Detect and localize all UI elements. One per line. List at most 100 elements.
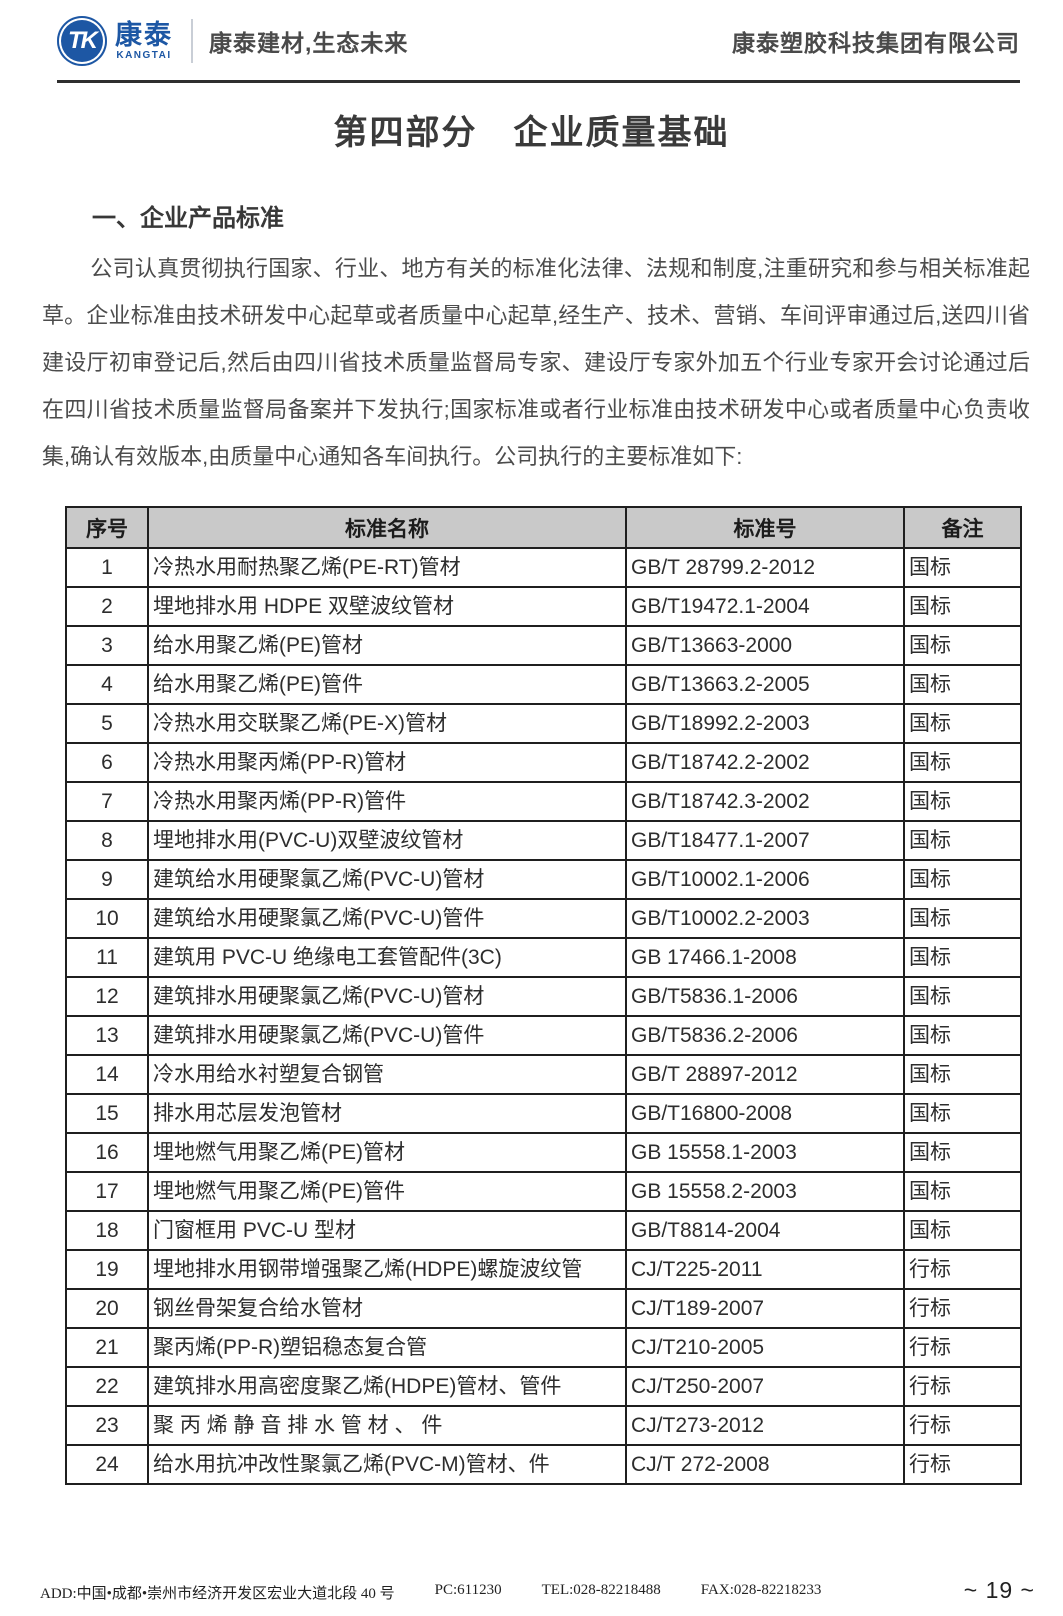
table-row: 11 建筑用 PVC-U 绝缘电工套管配件(3C) GB 17466.1-200… xyxy=(65,937,1022,978)
cell-standard-name: 冷水用给水衬塑复合钢管 xyxy=(147,1054,627,1095)
cell-remark: 行标 xyxy=(903,1444,1022,1485)
cell-standard-name: 埋地排水用钢带增强聚乙烯(HDPE)螺旋波纹管 xyxy=(147,1249,627,1290)
cell-standard-name: 埋地排水用(PVC-U)双壁波纹管材 xyxy=(147,820,627,861)
cell-standard-number: CJ/T273-2012 xyxy=(625,1405,905,1446)
cell-remark: 国标 xyxy=(903,898,1022,939)
cell-standard-name: 埋地燃气用聚乙烯(PE)管材 xyxy=(147,1132,627,1173)
table-row: 16 埋地燃气用聚乙烯(PE)管材 GB 15558.1-2003 国标 xyxy=(65,1132,1022,1173)
cell-standard-number: GB/T18742.3-2002 xyxy=(625,781,905,822)
header-cell-index: 序号 xyxy=(65,506,149,549)
cell-index: 13 xyxy=(65,1015,149,1056)
table-row: 22 建筑排水用高密度聚乙烯(HDPE)管材、管件 CJ/T250-2007 行… xyxy=(65,1366,1022,1407)
cell-standard-number: GB/T 28897-2012 xyxy=(625,1054,905,1095)
cell-remark: 国标 xyxy=(903,703,1022,744)
tk-logo-icon: TK xyxy=(57,16,107,66)
cell-index: 4 xyxy=(65,664,149,705)
standards-table: 序号 标准名称 标准号 备注 1 冷热水用耐热聚乙烯(PE-RT)管材 GB/T… xyxy=(65,506,1022,1485)
cell-index: 1 xyxy=(65,547,149,588)
table-row: 23 聚 丙 烯 静 音 排 水 管 材 、 件 CJ/T273-2012 行标 xyxy=(65,1405,1022,1446)
table-row: 3 给水用聚乙烯(PE)管材 GB/T13663-2000 国标 xyxy=(65,625,1022,666)
cell-standard-number: GB/T13663.2-2005 xyxy=(625,664,905,705)
cell-standard-number: GB 17466.1-2008 xyxy=(625,937,905,978)
table-row: 13 建筑排水用硬聚氯乙烯(PVC-U)管件 GB/T5836.2-2006 国… xyxy=(65,1015,1022,1056)
cell-standard-number: GB/T13663-2000 xyxy=(625,625,905,666)
cell-standard-name: 门窗框用 PVC-U 型材 xyxy=(147,1210,627,1251)
cell-standard-name: 建筑排水用硬聚氯乙烯(PVC-U)管件 xyxy=(147,1015,627,1056)
cell-remark: 行标 xyxy=(903,1249,1022,1290)
footer-postcode: PC:611230 xyxy=(434,1582,502,1598)
table-row: 15 排水用芯层发泡管材 GB/T16800-2008 国标 xyxy=(65,1093,1022,1134)
cell-index: 10 xyxy=(65,898,149,939)
cell-standard-number: GB 15558.1-2003 xyxy=(625,1132,905,1173)
cell-index: 6 xyxy=(65,742,149,783)
cell-standard-number: GB/T 28799.2-2012 xyxy=(625,547,905,588)
table-row: 21 聚丙烯(PP-R)塑铝稳态复合管 CJ/T210-2005 行标 xyxy=(65,1327,1022,1368)
table-row: 10 建筑给水用硬聚氯乙烯(PVC-U)管件 GB/T10002.2-2003 … xyxy=(65,898,1022,939)
cell-index: 12 xyxy=(65,976,149,1017)
cell-index: 5 xyxy=(65,703,149,744)
cell-standard-number: GB/T18742.2-2002 xyxy=(625,742,905,783)
cell-index: 21 xyxy=(65,1327,149,1368)
table-row: 5 冷热水用交联聚乙烯(PE-X)管材 GB/T18992.2-2003 国标 xyxy=(65,703,1022,744)
logo-wordmark: 康泰 KANGTAI xyxy=(115,19,173,61)
table-row: 7 冷热水用聚丙烯(PP-R)管件 GB/T18742.3-2002 国标 xyxy=(65,781,1022,822)
table-row: 24 给水用抗冲改性聚氯乙烯(PVC-M)管材、件 CJ/T 272-2008 … xyxy=(65,1444,1022,1485)
cell-index: 7 xyxy=(65,781,149,822)
table-row: 17 埋地燃气用聚乙烯(PE)管件 GB 15558.2-2003 国标 xyxy=(65,1171,1022,1212)
footer-fax: FAX:028-82218233 xyxy=(700,1582,822,1598)
logo-name-cn: 康泰 xyxy=(115,19,173,50)
cell-standard-number: GB 15558.2-2003 xyxy=(625,1171,905,1212)
cell-standard-name: 冷热水用交联聚乙烯(PE-X)管材 xyxy=(147,703,627,744)
cell-remark: 国标 xyxy=(903,781,1022,822)
document-page: { "header": { "logo_mark": "TK", "logo_c… xyxy=(0,16,1063,1616)
cell-remark: 国标 xyxy=(903,1015,1022,1056)
cell-remark: 国标 xyxy=(903,625,1022,666)
cell-remark: 国标 xyxy=(903,742,1022,783)
cell-standard-number: CJ/T225-2011 xyxy=(625,1249,905,1290)
cell-remark: 国标 xyxy=(903,976,1022,1017)
table-row: 14 冷水用给水衬塑复合钢管 GB/T 28897-2012 国标 xyxy=(65,1054,1022,1095)
cell-index: 14 xyxy=(65,1054,149,1095)
table-row: 8 埋地排水用(PVC-U)双壁波纹管材 GB/T18477.1-2007 国标 xyxy=(65,820,1022,861)
cell-standard-number: CJ/T189-2007 xyxy=(625,1288,905,1329)
cell-standard-number: CJ/T 272-2008 xyxy=(625,1444,905,1485)
table-row: 9 建筑给水用硬聚氯乙烯(PVC-U)管材 GB/T10002.1-2006 国… xyxy=(65,859,1022,900)
cell-index: 23 xyxy=(65,1405,149,1446)
cell-index: 24 xyxy=(65,1444,149,1485)
page-title: 第四部分 企业质量基础 xyxy=(333,114,730,152)
cell-index: 20 xyxy=(65,1288,149,1329)
cell-standard-number: GB/T19472.1-2004 xyxy=(625,586,905,627)
cell-index: 8 xyxy=(65,820,149,861)
cell-remark: 行标 xyxy=(903,1288,1022,1329)
cell-standard-name: 埋地燃气用聚乙烯(PE)管件 xyxy=(147,1171,627,1212)
footer-address: ADD:中国•成都•崇州市经济开发区宏业大道北段 40 号 xyxy=(40,1586,395,1602)
cell-remark: 行标 xyxy=(903,1366,1022,1407)
cell-standard-number: GB/T5836.1-2006 xyxy=(625,976,905,1017)
cell-index: 3 xyxy=(65,625,149,666)
cell-standard-number: GB/T8814-2004 xyxy=(625,1210,905,1251)
page-footer: ADD:中国•成都•崇州市经济开发区宏业大道北段 40 号 PC:611230 … xyxy=(40,1577,1035,1604)
table-row: 19 埋地排水用钢带增强聚乙烯(HDPE)螺旋波纹管 CJ/T225-2011 … xyxy=(65,1249,1022,1290)
cell-index: 15 xyxy=(65,1093,149,1134)
cell-index: 2 xyxy=(65,586,149,627)
cell-standard-name: 给水用聚乙烯(PE)管材 xyxy=(147,625,627,666)
table-row: 12 建筑排水用硬聚氯乙烯(PVC-U)管材 GB/T5836.1-2006 国… xyxy=(65,976,1022,1017)
cell-index: 16 xyxy=(65,1132,149,1173)
cell-index: 18 xyxy=(65,1210,149,1251)
cell-remark: 行标 xyxy=(903,1327,1022,1368)
cell-remark: 国标 xyxy=(903,859,1022,900)
table-row: 2 埋地排水用 HDPE 双壁波纹管材 GB/T19472.1-2004 国标 xyxy=(65,586,1022,627)
cell-standard-name: 钢丝骨架复合给水管材 xyxy=(147,1288,627,1329)
table-row: 6 冷热水用聚丙烯(PP-R)管材 GB/T18742.2-2002 国标 xyxy=(65,742,1022,783)
cell-standard-name: 聚丙烯(PP-R)塑铝稳态复合管 xyxy=(147,1327,627,1368)
cell-standard-name: 建筑排水用高密度聚乙烯(HDPE)管材、管件 xyxy=(147,1366,627,1407)
logo-name-en: KANGTAI xyxy=(116,49,172,61)
cell-remark: 国标 xyxy=(903,820,1022,861)
section-heading: 一、企业产品标准 xyxy=(92,205,284,232)
cell-standard-name: 建筑给水用硬聚氯乙烯(PVC-U)管材 xyxy=(147,859,627,900)
cell-standard-name: 建筑给水用硬聚氯乙烯(PVC-U)管件 xyxy=(147,898,627,939)
cell-standard-name: 冷热水用聚丙烯(PP-R)管材 xyxy=(147,742,627,783)
footer-contact-info: ADD:中国•成都•崇州市经济开发区宏业大道北段 40 号 PC:611230 … xyxy=(40,1582,821,1603)
cell-standard-name: 给水用抗冲改性聚氯乙烯(PVC-M)管材、件 xyxy=(147,1444,627,1485)
table-header-row: 序号 标准名称 标准号 备注 xyxy=(65,506,1022,549)
